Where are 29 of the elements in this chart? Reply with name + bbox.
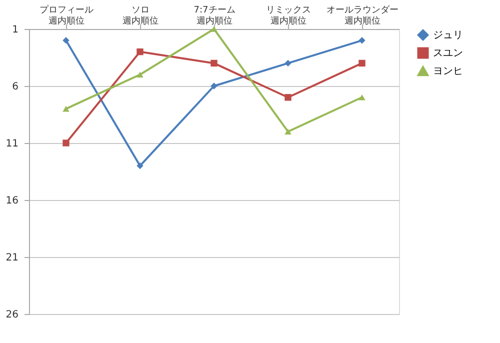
point [284, 128, 292, 135]
point [358, 94, 366, 100]
point [210, 82, 218, 90]
x-tick-label: 7:7チーム週内順位 [194, 6, 236, 26]
point [136, 48, 144, 56]
legend-label: ジュリ [433, 30, 463, 41]
point [284, 60, 292, 67]
y-tick-label: 11 [6, 138, 18, 150]
x-tick-label: プロフィール週内順位 [40, 4, 94, 26]
legend-label: スユン [433, 48, 463, 59]
point [210, 26, 218, 32]
y-tick-label: 1 [12, 24, 18, 36]
y-tick-label: 21 [6, 252, 18, 264]
x-tick-label: リミックス週内順位 [266, 6, 311, 26]
y-tick-label: 26 [6, 310, 18, 320]
legend-label: ヨンヒ [433, 66, 463, 77]
point [358, 60, 366, 67]
point [62, 106, 70, 112]
point [136, 162, 144, 170]
x-tick-label: オールラウンダー週内順位 [326, 4, 398, 26]
point [358, 37, 366, 44]
y-tick-label: 16 [6, 196, 18, 206]
point [62, 140, 70, 146]
x-tick-label: ソロ週内順位 [122, 6, 158, 26]
point [284, 94, 292, 101]
point [210, 60, 218, 67]
point [136, 72, 144, 78]
point [62, 37, 70, 44]
y-tick-label: 6 [12, 82, 18, 92]
